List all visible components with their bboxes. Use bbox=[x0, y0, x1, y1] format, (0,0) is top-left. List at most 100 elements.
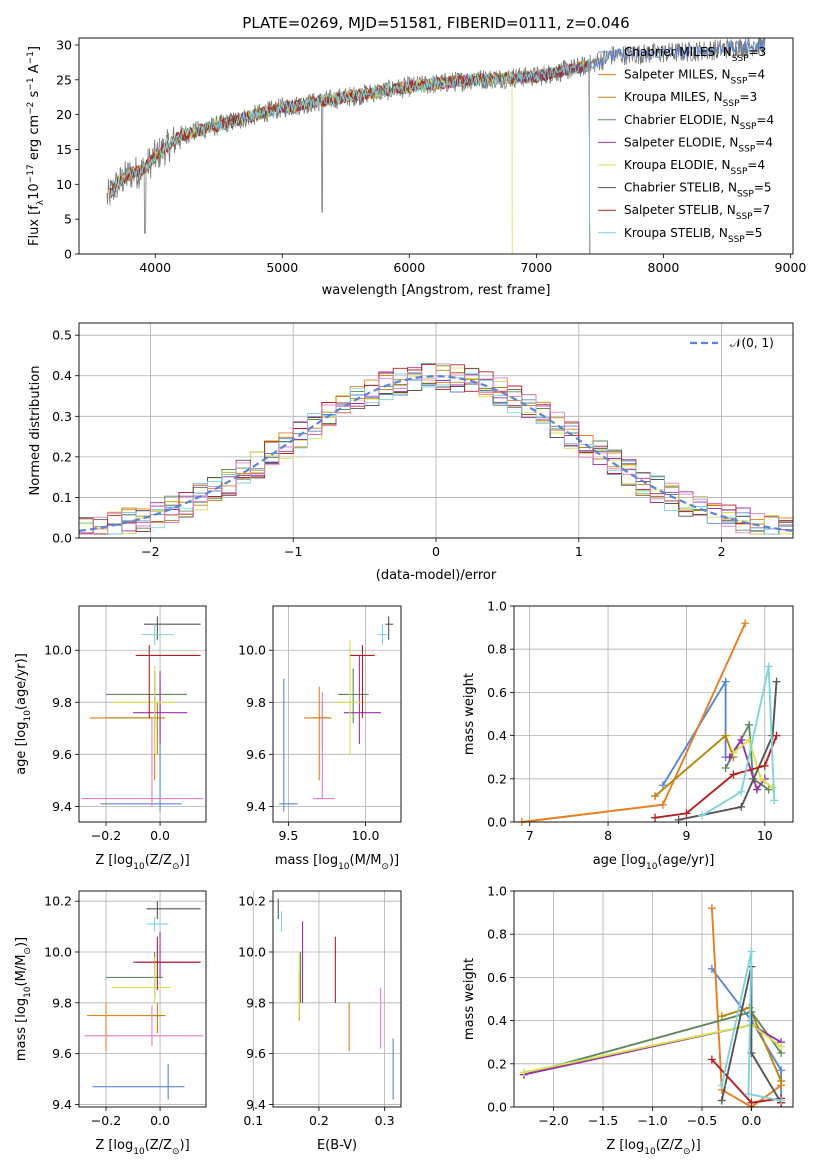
weight-point-marker bbox=[729, 770, 738, 779]
y-tick-label: 0.8 bbox=[487, 642, 507, 657]
x-tick-label: 8000 bbox=[648, 260, 680, 275]
weight-point-marker bbox=[772, 677, 781, 686]
plot-background bbox=[273, 891, 401, 1107]
weight-point-marker bbox=[519, 1068, 528, 1077]
y-tick-label: 15 bbox=[56, 142, 72, 157]
panel-residuals: −2 −1 0 1 2 0.0 0.1 0.2 0.3 0.4 0.5 (data-model)/er… bbox=[28, 322, 794, 583]
legend-label: 𝒩(0, 1) bbox=[730, 336, 774, 350]
weight-point-marker bbox=[682, 809, 691, 818]
panel-weight-vs-age: 7 8 9 10 0.0 0.2 0.4 0.6 0.8 1.0 age [log10(age/yr… bbox=[462, 599, 794, 872]
x-tick-label: −1.5 bbox=[588, 1113, 618, 1128]
x-tick-label: 0.1 bbox=[243, 1113, 263, 1128]
plot-background bbox=[514, 891, 793, 1107]
x-axis-label: (data-model)/error bbox=[376, 568, 497, 583]
weight-point-marker bbox=[721, 764, 730, 772]
axes-frame bbox=[78, 605, 207, 823]
weight-point-marker bbox=[674, 815, 683, 824]
x-tick-label: 10.0 bbox=[352, 828, 380, 843]
x-tick-label: 4000 bbox=[139, 260, 171, 275]
weight-point-marker bbox=[658, 781, 667, 790]
x-tick-label: 0.2 bbox=[309, 1113, 329, 1128]
weight-point-marker bbox=[737, 802, 746, 811]
y-tick-label: 9.6 bbox=[52, 1046, 72, 1061]
x-axis-label: mass [log10(M/M⊙)] bbox=[275, 853, 399, 872]
legend-label: Kroupa MILES, NSSP=3 bbox=[624, 90, 757, 109]
weight-point-marker bbox=[698, 811, 707, 820]
axes-frame bbox=[78, 322, 794, 539]
y-tick-label: 0.0 bbox=[487, 1100, 507, 1115]
y-tick-label: 9.8 bbox=[52, 695, 72, 710]
weight-point-marker bbox=[707, 1055, 716, 1064]
plot-background bbox=[273, 606, 401, 822]
axes-frame bbox=[272, 890, 402, 1108]
weight-point-marker bbox=[717, 1081, 726, 1090]
weight-series-line bbox=[720, 966, 782, 1104]
legend-label: Chabrier MILES, NSSP=3 bbox=[624, 45, 766, 64]
weight-series-line bbox=[710, 908, 782, 1109]
x-tick-label: −0.2 bbox=[91, 1113, 121, 1128]
y-tick-label: 30 bbox=[56, 37, 72, 52]
y-tick-label: 5 bbox=[64, 212, 72, 227]
x-tick-label: −0.2 bbox=[91, 828, 121, 843]
plot-background bbox=[79, 606, 206, 822]
y-tick-label: 10 bbox=[56, 177, 72, 192]
weight-point-marker bbox=[729, 748, 738, 757]
weight-series-line bbox=[720, 951, 782, 1102]
plot-background bbox=[514, 606, 793, 822]
weight-point-marker bbox=[752, 785, 761, 794]
axes-frame bbox=[78, 890, 207, 1108]
y-tick-label: 9.4 bbox=[246, 799, 266, 814]
y-tick-label: 20 bbox=[56, 107, 72, 122]
y-axis-label: mass [log10(M/M⊙)] bbox=[14, 937, 33, 1061]
panel-age-vs-Z: −0.2 0.0 9.4 9.6 9.8 10.0 Z [log10(Z/Z⊙)] age [… bbox=[14, 605, 207, 872]
x-axis-label: Z [log10(Z/Z⊙)] bbox=[95, 1138, 189, 1157]
y-tick-label: 9.8 bbox=[246, 695, 266, 710]
y-axis-label: age [log10(age/yr)] bbox=[14, 653, 33, 775]
y-tick-label: 9.6 bbox=[246, 1046, 266, 1061]
weight-point-marker bbox=[737, 735, 746, 744]
x-tick-label: 7 bbox=[526, 828, 534, 843]
x-tick-label: 0.0 bbox=[150, 1113, 170, 1128]
panel-mass-vs-Z: −0.2 0.0 9.4 9.6 9.8 10.0 10.2 Z [log10(Z/Z⊙)] m… bbox=[14, 890, 207, 1157]
x-tick-label: 5000 bbox=[266, 260, 298, 275]
y-tick-label: 0.1 bbox=[52, 490, 72, 505]
weight-point-marker bbox=[777, 1042, 786, 1051]
y-tick-label: 1.0 bbox=[487, 884, 507, 899]
y-tick-label: 0.6 bbox=[487, 970, 507, 985]
y-tick-label: 0.2 bbox=[487, 1056, 507, 1071]
weight-point-marker bbox=[745, 720, 754, 729]
figure-title: PLATE=0269, MJD=51581, FIBERID=0111, z=0… bbox=[242, 14, 629, 32]
y-tick-label: 9.8 bbox=[246, 995, 266, 1010]
y-tick-label: 9.4 bbox=[52, 1097, 72, 1112]
residual-histogram bbox=[79, 372, 793, 535]
y-tick-label: 10.0 bbox=[238, 944, 266, 959]
weight-point-marker bbox=[777, 1066, 786, 1075]
weight-point-marker bbox=[770, 796, 779, 805]
x-tick-label: −0.5 bbox=[687, 1113, 717, 1128]
weight-series-line bbox=[678, 681, 778, 821]
weight-point-marker bbox=[717, 1012, 726, 1021]
weight-point-marker bbox=[777, 1077, 786, 1086]
y-tick-label: 1.0 bbox=[487, 599, 507, 614]
y-tick-label: 10.0 bbox=[238, 643, 266, 658]
axes-frame bbox=[513, 605, 794, 823]
y-tick-label: 0.5 bbox=[52, 328, 72, 343]
x-axis-label: Z [log10(Z/Z⊙)] bbox=[606, 1138, 700, 1157]
weight-series-line bbox=[732, 738, 774, 789]
y-tick-label: 0.4 bbox=[487, 728, 507, 743]
y-tick-label: 9.6 bbox=[246, 747, 266, 762]
x-tick-label: 9.5 bbox=[278, 828, 298, 843]
x-tick-label: 0.0 bbox=[742, 1113, 762, 1128]
axes-frame bbox=[272, 605, 402, 823]
x-tick-label: 2 bbox=[718, 544, 726, 559]
weight-series-line bbox=[728, 737, 766, 792]
x-tick-label: 1 bbox=[575, 544, 583, 559]
weight-point-marker bbox=[772, 731, 781, 740]
x-axis-label: age [log10(age/yr)] bbox=[593, 853, 715, 872]
weight-point-marker bbox=[651, 813, 660, 822]
y-tick-label: 25 bbox=[56, 72, 72, 87]
weight-point-marker bbox=[707, 904, 716, 913]
x-axis-label: E(B-V) bbox=[317, 1138, 357, 1153]
weight-point-marker bbox=[717, 1096, 726, 1105]
y-tick-label: 0 bbox=[64, 247, 72, 262]
